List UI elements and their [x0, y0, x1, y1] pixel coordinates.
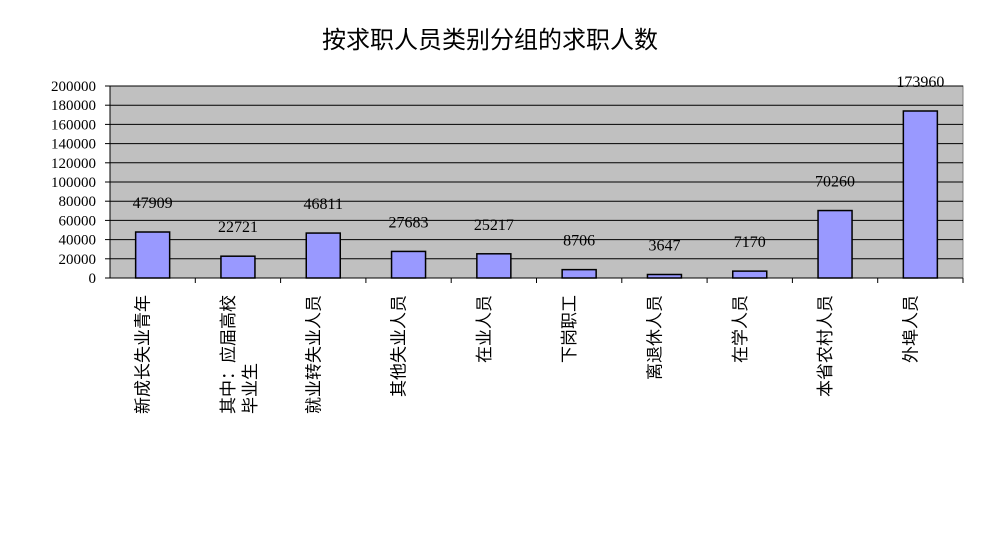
bar: [305, 232, 341, 279]
bar: [817, 209, 853, 279]
x-tick-label: 其他失业人员: [390, 295, 409, 397]
value-label: 7170: [734, 234, 766, 251]
chart-title: 按求职人员类别分组的求职人数: [322, 27, 658, 54]
value-label: 70260: [815, 174, 855, 191]
bar: [561, 268, 597, 279]
y-tick-label: 200000: [51, 79, 96, 95]
x-tick-label: 其中：应届高校 毕业生: [219, 295, 260, 414]
x-tick-label: 外埠人员: [901, 295, 920, 363]
value-label: 27683: [389, 214, 429, 231]
value-label: 46811: [304, 196, 343, 213]
bar: [390, 250, 427, 279]
y-tick-label: 100000: [51, 175, 96, 191]
bar: [902, 110, 939, 279]
x-tick-label: 在学人员: [731, 295, 750, 363]
x-tick-label: 本省农村人员: [816, 295, 835, 397]
y-tick-label: 180000: [51, 98, 96, 114]
x-tick-label: 在业人员: [475, 295, 494, 363]
x-tick-label: 离退休人员: [645, 295, 664, 380]
value-label: 22721: [218, 219, 258, 236]
y-tick-label: 60000: [59, 213, 97, 229]
y-tick-label: 120000: [51, 156, 96, 172]
y-tick-label: 20000: [59, 252, 97, 268]
value-label: 3647: [648, 237, 680, 254]
bar: [134, 231, 171, 279]
bar: [646, 273, 683, 279]
value-label: 8706: [563, 233, 595, 250]
x-tick-label: 就业转失业人员: [304, 295, 323, 414]
x-tick-label: 下岗职工: [560, 295, 579, 363]
bar: [732, 270, 768, 279]
value-label: 173960: [896, 74, 944, 91]
y-tick-label: 160000: [51, 117, 96, 133]
value-label: 25217: [474, 217, 514, 234]
bar: [220, 255, 256, 279]
y-tick-label: 0: [89, 271, 97, 287]
y-tick-label: 80000: [59, 194, 97, 210]
y-tick-label: 40000: [59, 233, 97, 249]
x-tick-label: 新成长失业青年: [134, 295, 153, 414]
value-label: 47909: [133, 195, 173, 212]
bar: [476, 253, 512, 279]
y-tick-label: 140000: [51, 137, 96, 153]
